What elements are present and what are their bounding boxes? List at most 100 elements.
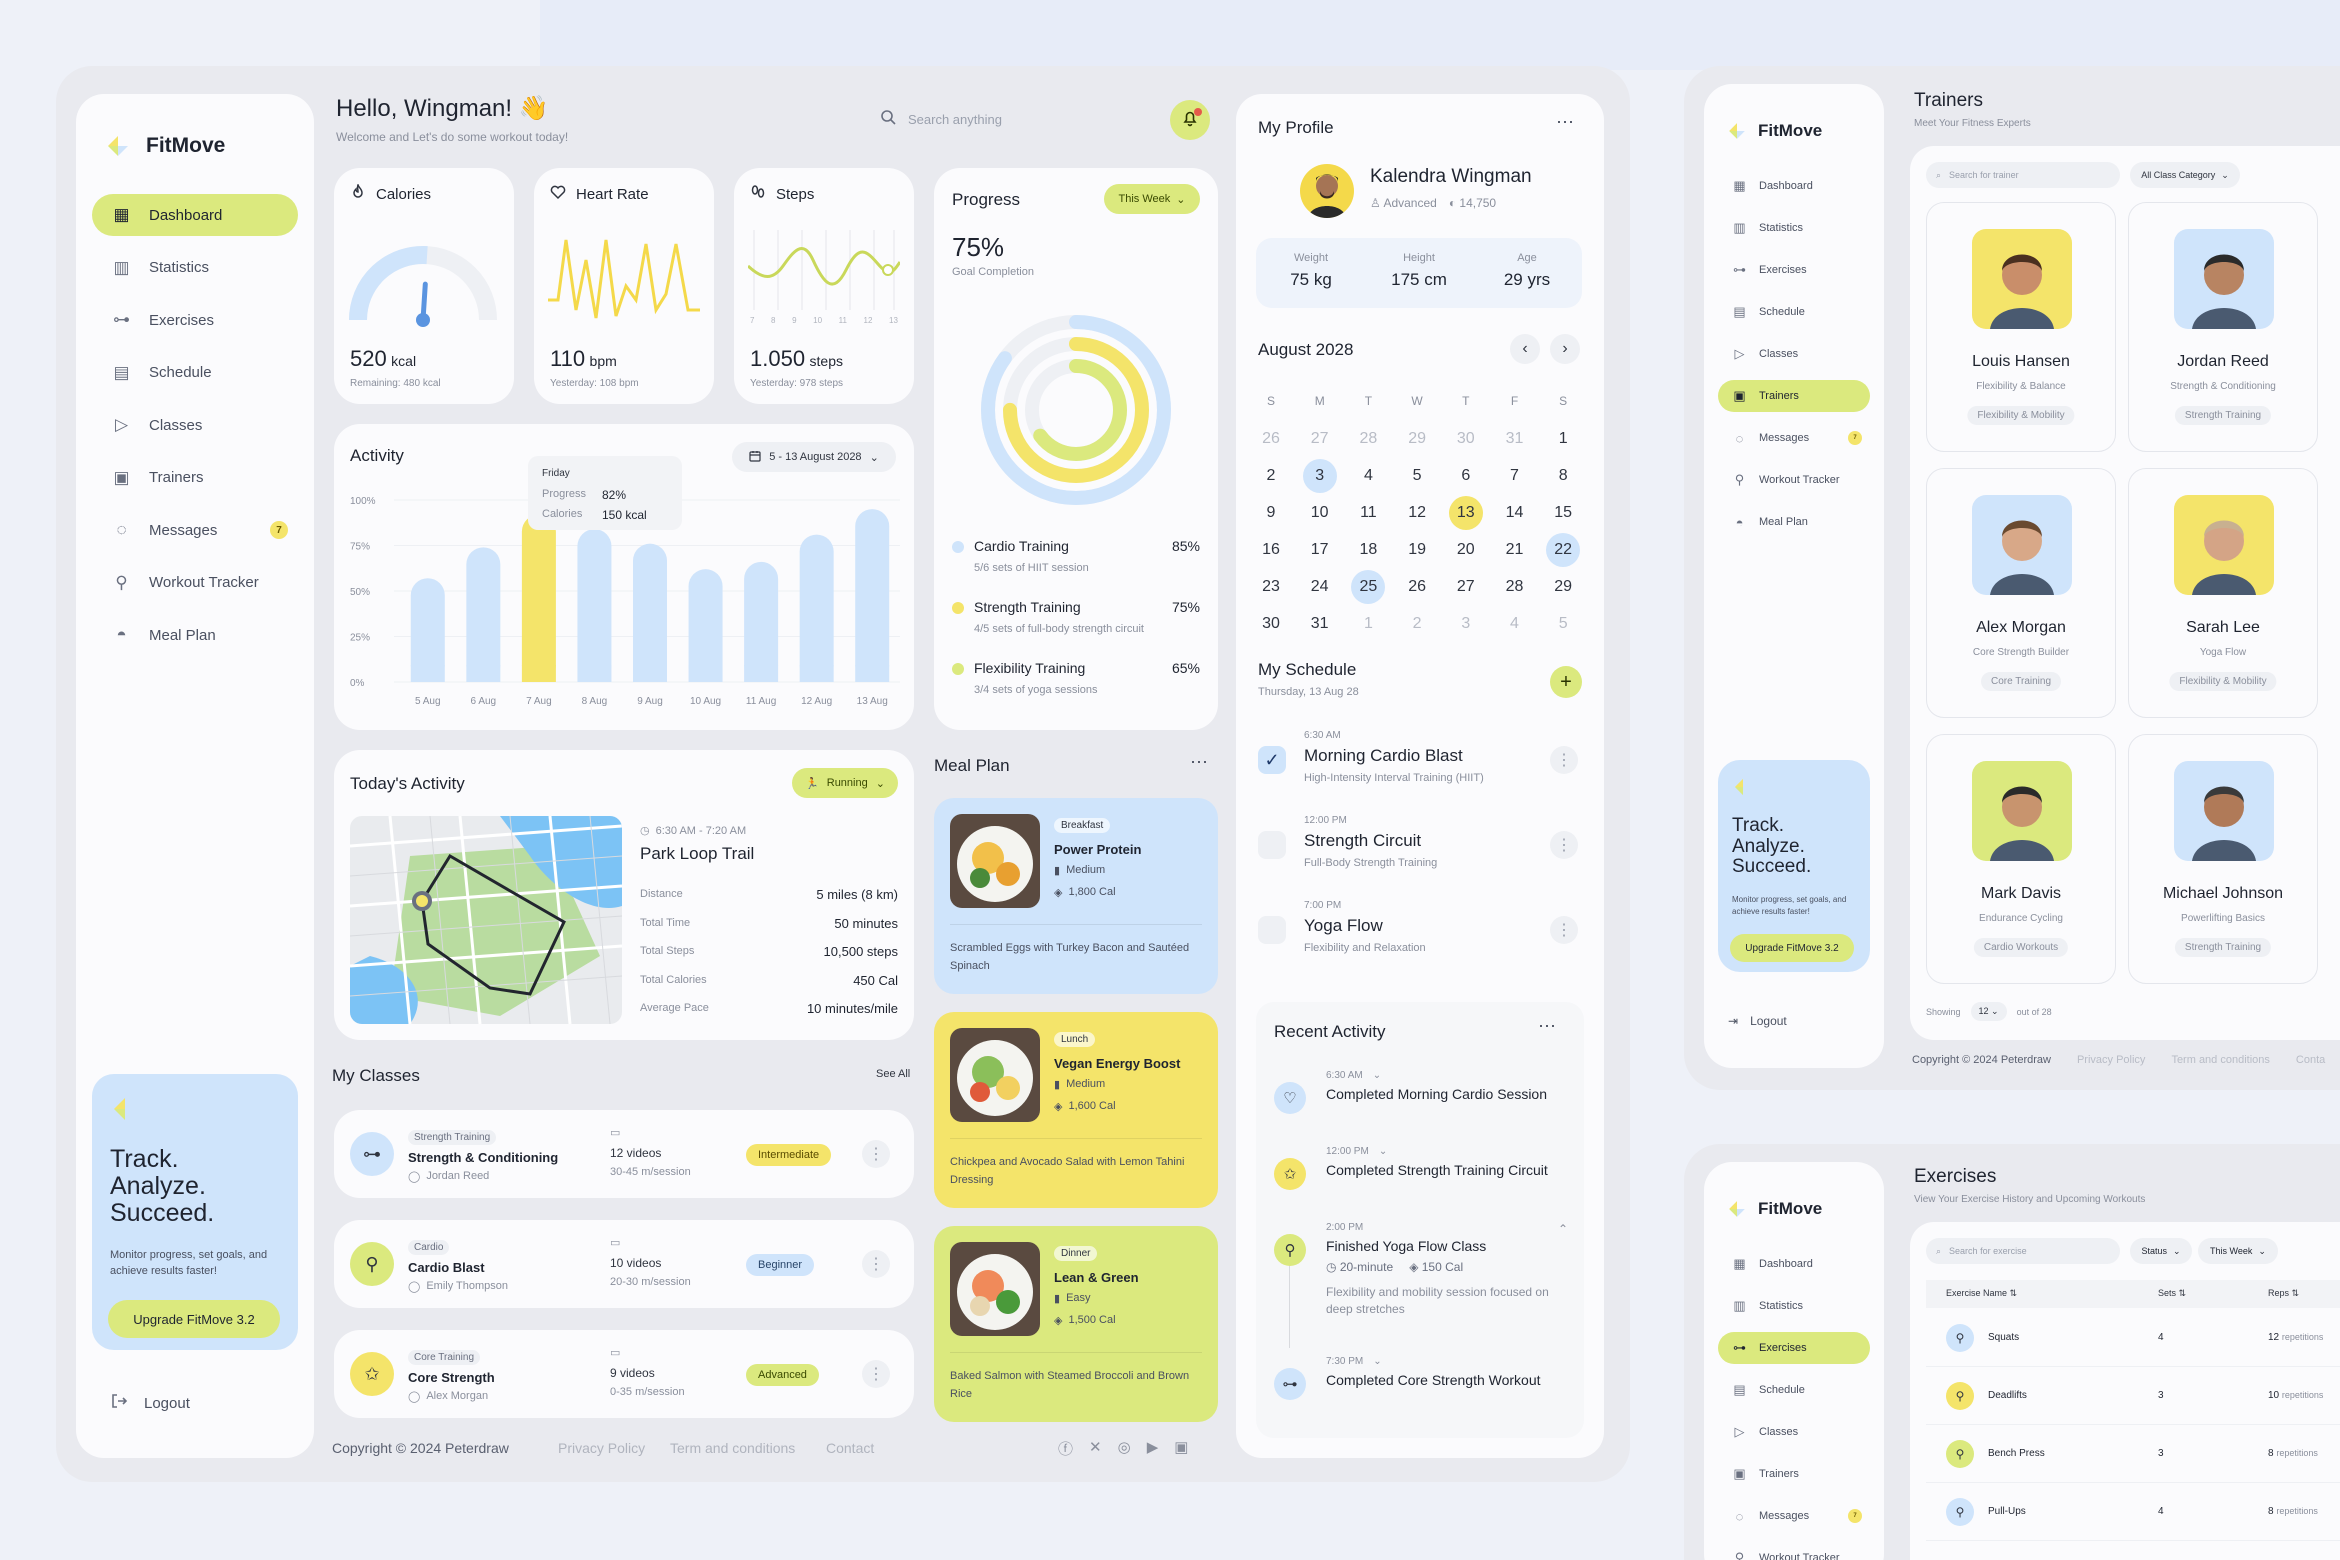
schedule-more-button[interactable]: ⋮ [1550, 746, 1578, 774]
sidebar-item-dashboard[interactable]: ▦ Dashboard [1718, 1248, 1870, 1280]
calendar-day[interactable]: 23 [1262, 578, 1280, 595]
calendar-day[interactable]: 5 [1412, 467, 1422, 484]
sidebar-item-schedule[interactable]: ▤ Schedule [92, 352, 298, 394]
class-more-button[interactable]: ⋮ [862, 1140, 890, 1168]
logo[interactable]: FitMove [1726, 120, 1822, 142]
class-more-button[interactable]: ⋮ [862, 1250, 890, 1278]
logout-button[interactable]: ⇥ Logout [1728, 1014, 1787, 1028]
calendar-day[interactable]: 2 [1412, 615, 1422, 632]
sidebar-item-exercises[interactable]: ⊶ Exercises [1718, 254, 1870, 286]
activity-bar[interactable] [799, 534, 834, 682]
sidebar-item-classes[interactable]: ▷ Classes [1718, 1416, 1870, 1448]
sidebar-item-meal-plan[interactable]: ◓ Meal Plan [92, 614, 298, 656]
calendar-day[interactable]: 4 [1510, 615, 1519, 632]
sidebar-item-statistics[interactable]: ▥ Statistics [1718, 1290, 1870, 1322]
meal-card-lunch[interactable]: Lunch Vegan Energy Boost ▮ Medium ◈ 1,600 Cal… [934, 1012, 1218, 1208]
calendar-day[interactable]: 8 [1558, 467, 1568, 484]
status-filter[interactable]: Status ⌄ [2130, 1238, 2192, 1264]
sidebar-item-statistics[interactable]: ▥ Statistics [1718, 212, 1870, 244]
meal-card-breakfast[interactable]: Breakfast Power Protein ▮ Medium ◈ 1,800 Cal S… [934, 798, 1218, 994]
schedule-checkbox[interactable] [1258, 831, 1286, 859]
calendar-day[interactable]: 15 [1554, 504, 1573, 521]
meal-card-dinner[interactable]: Dinner Lean & Green ▮ Easy ◈ 1,500 Cal Baked S… [934, 1226, 1218, 1422]
calendar-day[interactable]: 16 [1262, 541, 1280, 558]
upgrade-button[interactable]: Upgrade FitMove 3.2 [108, 1300, 280, 1338]
calendar-day[interactable]: 5 [1558, 615, 1568, 632]
trainer-card[interactable]: Alex Morgan Core Strength Builder Core Tra… [1926, 468, 2116, 718]
column-sets[interactable]: Sets ⇅ [2158, 1288, 2187, 1298]
class-more-button[interactable]: ⋮ [862, 1360, 890, 1388]
chevron-down-icon[interactable]: ⌄ [1373, 1356, 1382, 1367]
sidebar-item-dashboard[interactable]: ▦ Dashboard [1718, 170, 1870, 202]
footer-terms[interactable]: Term and conditions [670, 1440, 796, 1456]
calendar-day[interactable]: 6 [1461, 467, 1471, 484]
sidebar-item-schedule[interactable]: ▤ Schedule [1718, 1374, 1870, 1406]
meal-plan-more-icon[interactable]: ⋯ [1190, 752, 1208, 772]
calendar-day[interactable]: 30 [1262, 615, 1280, 632]
class-item[interactable]: ⊶ Strength Training Strength & Conditionin… [334, 1110, 914, 1198]
trainer-card[interactable]: Jordan Reed Strength & Conditioning Streng… [2128, 202, 2318, 452]
calendar-day[interactable]: 21 [1505, 541, 1524, 558]
calendar-day[interactable]: 26 [1408, 578, 1426, 595]
calendar-day[interactable]: 10 [1310, 504, 1329, 521]
calendar-day[interactable]: 22 [1546, 533, 1581, 567]
calendar-day[interactable]: 17 [1310, 541, 1329, 558]
calendar-day[interactable]: 31 [1310, 615, 1329, 632]
calendar-day[interactable]: 12 [1408, 504, 1426, 521]
sidebar-item-schedule[interactable]: ▤ Schedule [1718, 296, 1870, 328]
search-bar[interactable]: Search anything [862, 98, 1164, 140]
calendar-day[interactable]: 3 [1461, 615, 1471, 632]
calendar-day[interactable]: 14 [1505, 504, 1524, 521]
calendar-day[interactable]: 31 [1505, 430, 1524, 447]
logout-button[interactable]: Logout [110, 1392, 190, 1414]
trainer-card[interactable]: Louis Hansen Flexibility & Balance Flexibi… [1926, 202, 2116, 452]
trainer-search-input[interactable]: ⌕ Search for trainer [1926, 162, 2120, 188]
upgrade-button[interactable]: Upgrade FitMove 3.2 [1730, 934, 1854, 962]
activity-type-dropdown[interactable]: 🏃 Running ⌄ [792, 768, 898, 798]
sidebar-item-messages[interactable]: ◌ Messages 7 [1718, 422, 1870, 454]
class-category-filter[interactable]: All Class Category ⌄ [2130, 162, 2240, 188]
calendar-prev-button[interactable]: ‹ [1510, 334, 1540, 364]
calendar-day[interactable]: 29 [1554, 578, 1573, 595]
recent-more-icon[interactable]: ⋯ [1538, 1016, 1556, 1036]
facebook-icon[interactable]: ⓕ [1058, 1441, 1074, 1458]
calendar-day[interactable]: 26 [1262, 430, 1280, 447]
calendar-day[interactable]: 25 [1351, 570, 1386, 604]
sidebar-item-messages[interactable]: ◌ Messages 7 [92, 509, 298, 551]
linkedin-icon[interactable]: ▣ [1174, 1439, 1189, 1456]
calendar-day[interactable]: 2 [1266, 467, 1276, 484]
trainer-card[interactable]: Michael Johnson Powerlifting Basics Streng… [2128, 734, 2318, 984]
page-size-select[interactable]: 12 ⌄ [1970, 1002, 2007, 1021]
youtube-icon[interactable]: ▶ [1146, 1439, 1159, 1456]
activity-bar[interactable] [855, 509, 890, 682]
activity-bar[interactable] [633, 543, 667, 682]
schedule-more-button[interactable]: ⋮ [1550, 916, 1578, 944]
activity-bar[interactable] [688, 569, 723, 682]
activity-bar[interactable] [521, 514, 556, 682]
week-filter[interactable]: This Week ⌄ [2198, 1238, 2278, 1264]
sidebar-item-trainers[interactable]: ▣ Trainers [1718, 1458, 1870, 1490]
column-reps[interactable]: Reps ⇅ [2268, 1288, 2300, 1298]
calendar-day[interactable]: 27 [1310, 430, 1329, 447]
search-input[interactable]: Search anything [908, 111, 1002, 127]
chevron-down-icon[interactable]: ⌄ [1378, 1146, 1388, 1157]
calendar-day[interactable]: 30 [1456, 430, 1475, 447]
activity-bar[interactable] [410, 578, 445, 682]
activity-date-range[interactable]: 5 - 13 August 2028 ⌄ [732, 442, 896, 472]
sidebar-item-exercises[interactable]: ⊶ Exercises [92, 299, 298, 341]
sidebar-item-messages[interactable]: ◌ Messages 7 [1718, 1500, 1870, 1532]
calendar-day[interactable]: 28 [1505, 578, 1524, 595]
x-icon[interactable]: ✕ [1089, 1439, 1102, 1456]
activity-bar[interactable] [466, 547, 501, 682]
calendar-day[interactable]: 9 [1266, 504, 1276, 521]
schedule-checkbox[interactable] [1258, 916, 1286, 944]
sidebar-item-exercises[interactable]: ⊶ Exercises [1718, 1332, 1870, 1364]
class-item[interactable]: ⚲ Cardio Cardio Blast ◯ Emily Thompson ▭ 10 vi… [334, 1220, 914, 1308]
trainer-card[interactable]: Sarah Lee Yoga Flow Flexibility & Mobility [2128, 468, 2318, 718]
sidebar-item-classes[interactable]: ▷ Classes [1718, 338, 1870, 370]
logo[interactable]: FitMove [104, 132, 225, 160]
calendar-day[interactable]: 4 [1363, 467, 1373, 484]
sidebar-item-workout-tracker[interactable]: ⚲ Workout Tracker [1718, 464, 1870, 496]
calendar-day[interactable]: 27 [1456, 578, 1475, 595]
calendar-next-button[interactable]: › [1550, 334, 1580, 364]
